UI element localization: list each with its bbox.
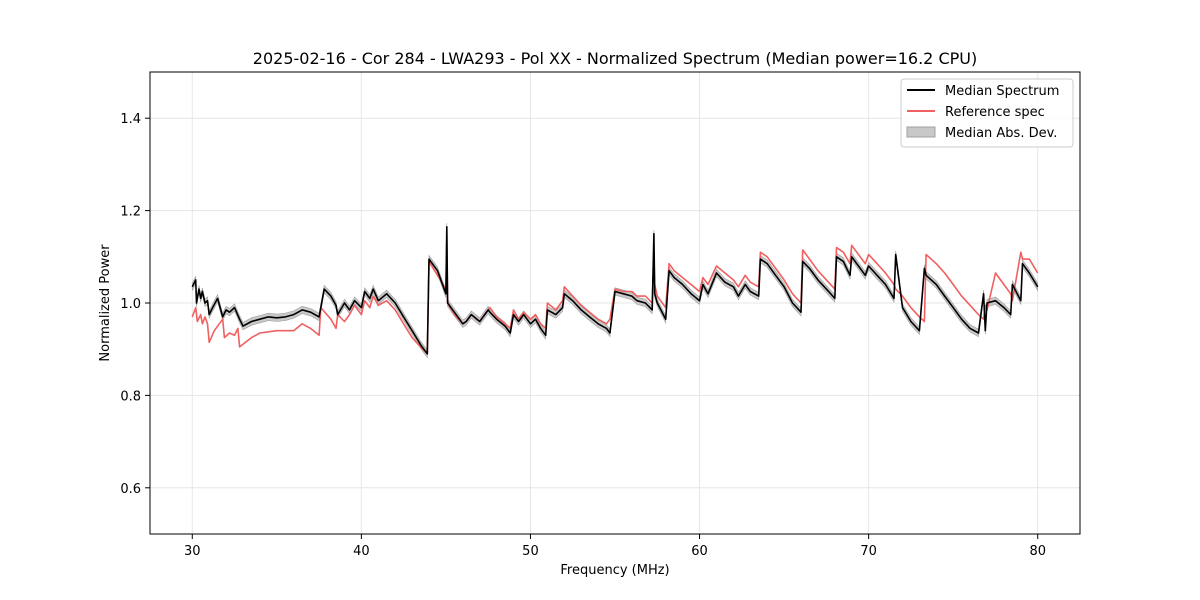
legend-reference-label: Reference spec — [945, 105, 1045, 120]
y-tick-label: 1.4 — [120, 112, 141, 127]
legend-median-label: Median Spectrum — [945, 84, 1059, 99]
x-tick-label: 70 — [860, 544, 877, 559]
x-tick-label: 40 — [353, 544, 370, 559]
y-axis-label: Normalized Power — [98, 244, 113, 362]
x-tick-label: 80 — [1029, 544, 1046, 559]
y-tick-label: 1.2 — [120, 205, 141, 220]
chart-title: 2025-02-16 - Cor 284 - LWA293 - Pol XX -… — [253, 49, 977, 68]
y-tick-label: 1.0 — [120, 297, 141, 312]
x-tick-label: 60 — [691, 544, 708, 559]
reference-spectrum-line — [191, 237, 1039, 355]
ticks: 30 40 50 60 70 80 0.6 0.8 1.0 1.2 1.4 — [120, 112, 1046, 559]
legend-mad-label: Median Abs. Dev. — [945, 126, 1057, 141]
y-tick-label: 0.8 — [120, 389, 141, 404]
legend: Median Spectrum Reference spec Median Ab… — [900, 78, 1074, 148]
x-tick-label: 30 — [184, 544, 201, 559]
series-layer — [191, 226, 1039, 355]
legend-mad-swatch — [906, 126, 936, 138]
y-tick-label: 0.6 — [120, 482, 141, 497]
median-spectrum-line — [191, 226, 1039, 355]
x-tick-label: 50 — [522, 544, 539, 559]
x-axis-label: Frequency (MHz) — [560, 563, 669, 578]
legend-box — [900, 78, 1074, 148]
